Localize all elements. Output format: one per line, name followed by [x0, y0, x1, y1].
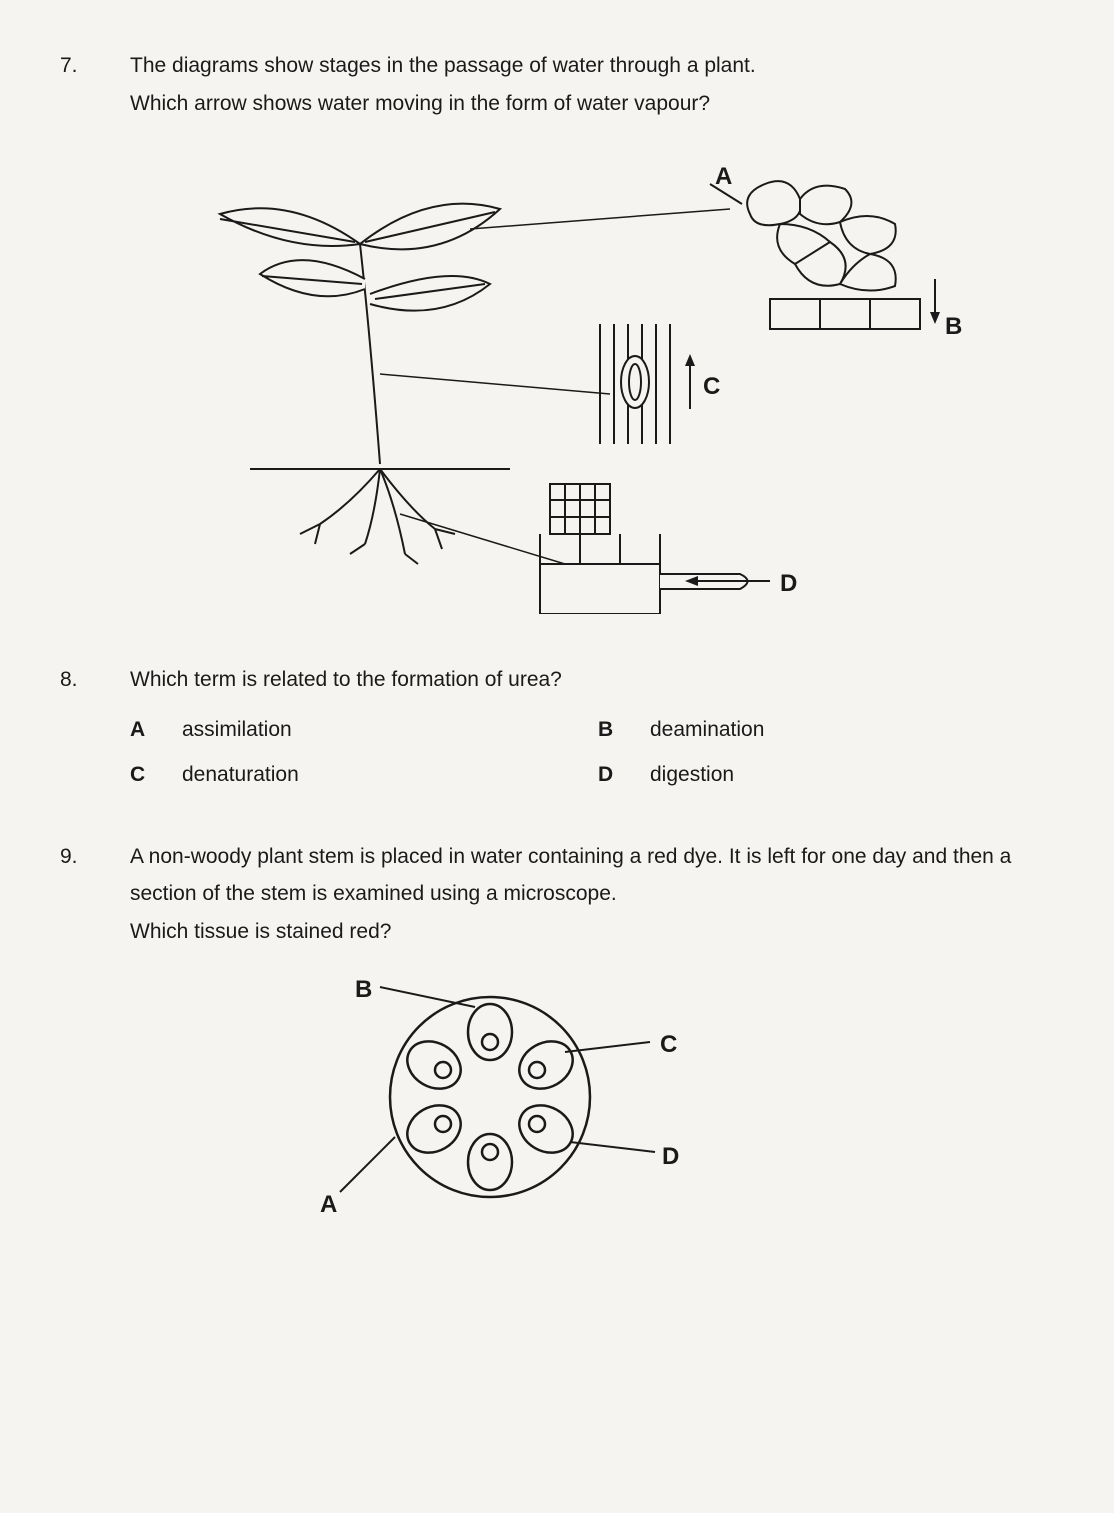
question-8: 8. Which term is related to the formatio…: [60, 664, 1054, 791]
diagram-label-d: D: [662, 1139, 679, 1175]
question-body: Which term is related to the formation o…: [130, 664, 1054, 791]
question-text-line: A non-woody plant stem is placed in wate…: [130, 841, 1054, 873]
plant-diagram: A B C D: [170, 134, 970, 614]
option-letter: D: [598, 759, 638, 791]
question-text-line: Which tissue is stained red?: [130, 916, 1054, 948]
question-text-line: The diagrams show stages in the passage …: [130, 50, 1054, 82]
option-letter: B: [598, 714, 638, 746]
diagram-label-d: D: [780, 566, 797, 602]
diagram-label-a: A: [715, 159, 732, 195]
question-7: 7. The diagrams show stages in the passa…: [60, 50, 1054, 614]
stem-cross-section-diagram: A B C D: [280, 967, 700, 1227]
question-number: 9.: [60, 841, 90, 1228]
diagram-label-a: A: [320, 1187, 337, 1223]
diagram-label-c: C: [660, 1027, 677, 1063]
question-number: 7.: [60, 50, 90, 614]
question-number: 8.: [60, 664, 90, 791]
question-body: The diagrams show stages in the passage …: [130, 50, 1054, 614]
option-text: deamination: [650, 714, 1054, 746]
question-text-line: section of the stem is examined using a …: [130, 878, 1054, 910]
option-letter: A: [130, 714, 170, 746]
option-letter: C: [130, 759, 170, 791]
question-body: A non-woody plant stem is placed in wate…: [130, 841, 1054, 1228]
diagram-label-b: B: [355, 972, 372, 1008]
option-text: digestion: [650, 759, 1054, 791]
question-9: 9. A non-woody plant stem is placed in w…: [60, 841, 1054, 1228]
question-text-line: Which arrow shows water moving in the fo…: [130, 88, 1054, 120]
options-grid: A assimilation B deamination C denaturat…: [130, 714, 1054, 791]
option-text: assimilation: [182, 714, 586, 746]
diagram-label-b: B: [945, 309, 962, 345]
option-text: denaturation: [182, 759, 586, 791]
question-text: Which term is related to the formation o…: [130, 664, 1054, 696]
diagram-label-c: C: [703, 369, 720, 405]
